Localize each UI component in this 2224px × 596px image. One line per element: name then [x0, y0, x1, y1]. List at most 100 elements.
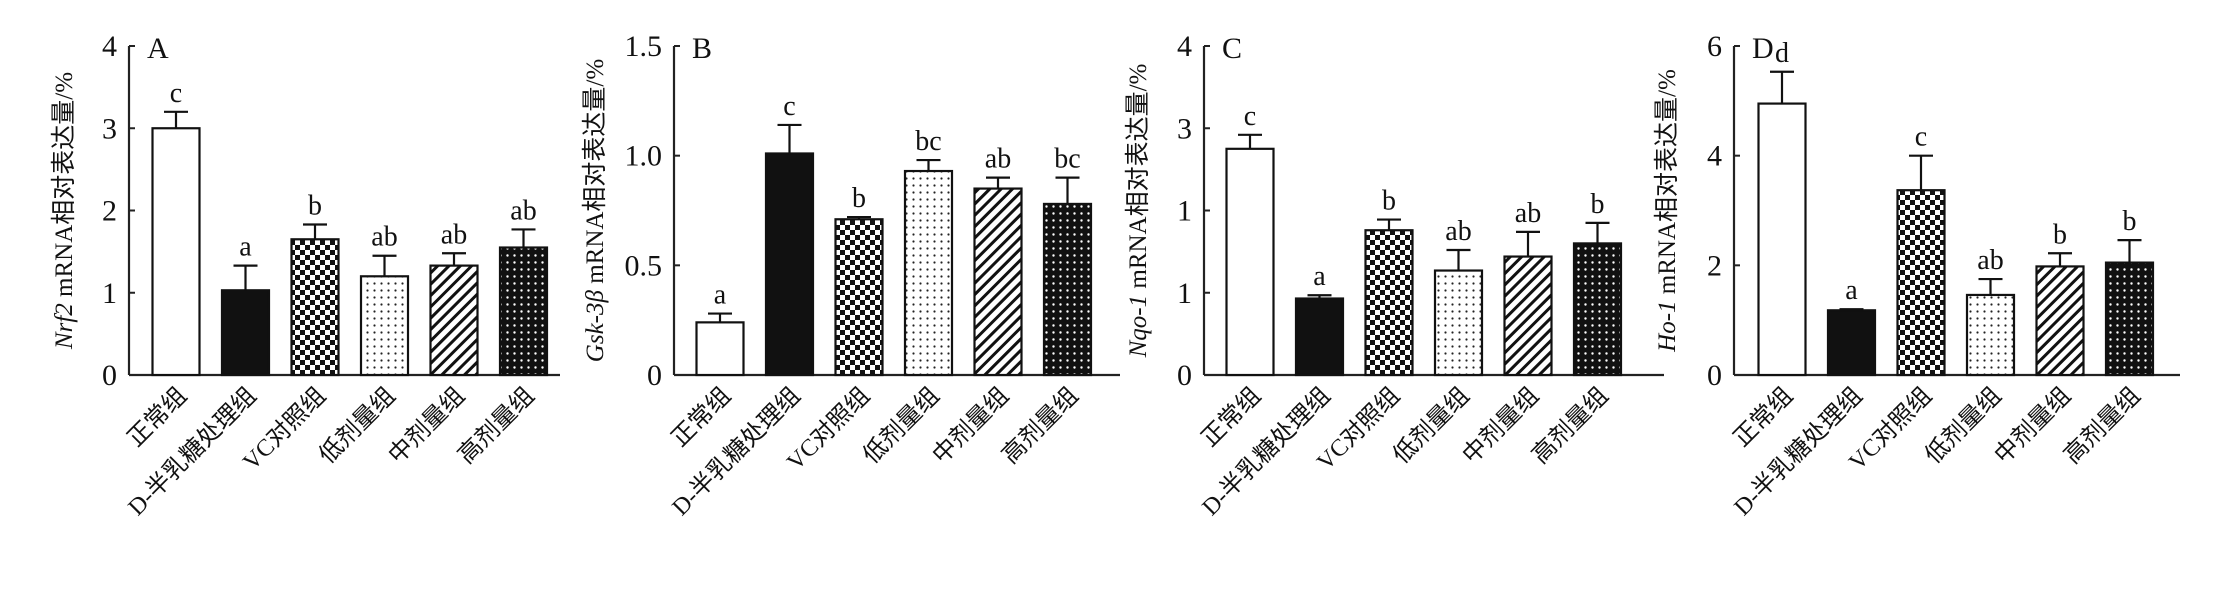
bar: [429, 264, 479, 377]
bar: [2104, 261, 2155, 377]
significance-label: b: [1382, 186, 1396, 217]
y-tick-label: 1: [1177, 195, 1192, 228]
y-tick-label: 2: [102, 195, 117, 228]
significance-label: ab: [371, 222, 397, 253]
significance-label: ab: [1515, 198, 1541, 229]
x-category-label: 正常组: [1196, 382, 1266, 452]
x-category-label: 中剂量组: [927, 382, 1014, 469]
bar: [1503, 255, 1553, 377]
bar: [764, 152, 815, 377]
significance-label: c: [1244, 101, 1256, 132]
significance-label: ab: [1445, 216, 1471, 247]
bar: [1965, 293, 2016, 377]
panel-label: D: [1752, 32, 1774, 65]
y-label-suffix: mRNA相对表达量/%: [1653, 69, 1681, 300]
gene-name: Gsk-3β: [582, 290, 609, 363]
y-tick-label: 0: [1177, 359, 1192, 392]
y-label-suffix: mRNA相对表达量/%: [581, 59, 609, 290]
significance-label: bc: [915, 126, 941, 157]
bar: [1294, 297, 1345, 377]
x-category-label: D-半乳糖处理组: [1729, 382, 1868, 521]
y-tick-label: 0.5: [625, 249, 663, 282]
bar: [834, 218, 884, 377]
x-category-label: D-半乳糖处理组: [1197, 382, 1336, 521]
significance-label: ab: [441, 219, 467, 250]
bar: [220, 289, 271, 377]
bar: [903, 169, 954, 377]
bar: [2035, 265, 2085, 377]
x-category-label: 中剂量组: [1989, 382, 2076, 469]
bar: [290, 238, 340, 377]
bar: [1364, 229, 1414, 377]
significance-label: ab: [985, 144, 1011, 175]
bar: [1225, 147, 1275, 377]
chart-panel-b: 0 0.5 1.0 1.5 B Gsk-3β mRNA相对表达量/% a 正常组 c D-半乳糖处…: [581, 30, 1120, 521]
y-tick-label: 0: [1707, 359, 1722, 392]
bar: [1826, 309, 1877, 377]
y-label-suffix: mRNA相对表达量/%: [1124, 64, 1152, 295]
bar: [1433, 269, 1484, 377]
x-category-label: 正常组: [122, 382, 192, 452]
bar: [498, 246, 549, 377]
x-category-label: D-半乳糖处理组: [123, 382, 262, 521]
x-category-label: 高剂量组: [2059, 382, 2146, 469]
bar: [695, 321, 745, 377]
y-tick-label: 6: [1707, 30, 1722, 63]
y-tick-label: 3: [102, 112, 117, 145]
significance-label: ab: [1977, 245, 2003, 276]
x-category-label: 低剂量组: [1920, 382, 2007, 469]
y-tick-label: 4: [1177, 30, 1192, 63]
panel-label: A: [147, 32, 169, 65]
significance-label: d: [1775, 38, 1789, 69]
y-tick-label: 1.0: [625, 140, 663, 173]
x-category-label: D-半乳糖处理组: [667, 382, 806, 521]
significance-label: a: [239, 232, 252, 263]
bar: [1042, 202, 1093, 377]
significance-label: c: [783, 91, 795, 122]
bar: [1896, 189, 1946, 377]
y-tick-label: 0: [102, 359, 117, 392]
y-axis-label: Nqo-1 mRNA相对表达量/%: [1124, 64, 1152, 359]
y-tick-label: 3: [1177, 112, 1192, 145]
x-category-label: 正常组: [666, 382, 736, 452]
y-label-suffix: mRNA相对表达量/%: [50, 72, 78, 303]
y-tick-label: 4: [1707, 140, 1722, 173]
gene-name: Nqo-1: [1125, 295, 1152, 359]
gene-name: Nrf2: [51, 303, 78, 350]
significance-label: b: [2123, 206, 2137, 237]
significance-label: bc: [1054, 144, 1080, 175]
bar: [151, 127, 201, 377]
gene-name: Ho-1: [1654, 300, 1681, 352]
significance-label: b: [308, 190, 322, 221]
bar: [359, 275, 410, 377]
y-tick-label: 4: [102, 30, 117, 63]
significance-label: c: [1915, 122, 1927, 153]
x-category-label: 高剂量组: [997, 382, 1084, 469]
x-category-label: 正常组: [1728, 382, 1798, 452]
significance-label: b: [1591, 189, 1605, 220]
x-category-label: 中剂量组: [1457, 382, 1544, 469]
significance-label: a: [714, 280, 727, 311]
significance-label: ab: [510, 195, 536, 226]
x-category-label: 低剂量组: [1388, 382, 1475, 469]
x-category-label: 低剂量组: [858, 382, 945, 469]
y-axis-label: Nrf2 mRNA相对表达量/%: [50, 72, 78, 350]
significance-label: c: [170, 78, 182, 109]
bar: [1572, 242, 1623, 377]
x-category-label: 高剂量组: [453, 382, 540, 469]
x-category-label: 中剂量组: [383, 382, 470, 469]
bar: [1757, 102, 1807, 377]
significance-label: b: [2053, 219, 2067, 250]
y-axis-label: Gsk-3β mRNA相对表达量/%: [581, 59, 609, 362]
significance-label: a: [1845, 275, 1858, 306]
y-tick-label: 1: [102, 277, 117, 310]
y-axis-label: Ho-1 mRNA相对表达量/%: [1653, 69, 1681, 353]
significance-label: b: [852, 183, 866, 214]
significance-label: a: [1313, 261, 1326, 292]
bar: [973, 187, 1023, 377]
x-category-label: 低剂量组: [314, 382, 401, 469]
y-tick-label: 1: [1177, 277, 1192, 310]
